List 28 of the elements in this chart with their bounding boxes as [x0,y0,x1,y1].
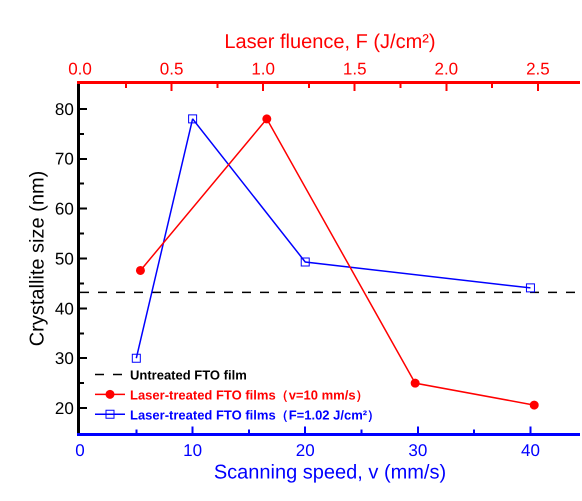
y-tick-label: 50 [54,249,74,268]
point [300,257,310,266]
y-axis-title: Crystallite size (nm) [26,170,48,346]
x-axis-title: Scanning speed, v (mm/s) [214,462,446,484]
x-tick-label: 10 [183,441,202,460]
x-tick-label: 30 [408,441,428,460]
point [188,114,198,124]
x-tick-label: 20 [296,441,315,460]
legend-label: Untreated FTO film [130,368,247,383]
y-tick-label: 40 [54,299,74,318]
x2-tick-label: 0.0 [68,59,92,78]
point [132,354,141,363]
x2-tick-label: 1.5 [342,59,367,78]
y-tick-label: 30 [54,349,74,368]
x2-tick-label: 1.0 [251,59,275,78]
x-tick-label: 40 [520,441,540,460]
y-tick-label: 80 [54,100,74,119]
x2-tick-label: 2.0 [434,59,458,78]
x2-axis-title: Laser fluence, F (J/cm²) [224,30,436,53]
y-tick-label: 60 [54,200,74,219]
y-tick-label: 70 [54,150,74,169]
legend-label: Laser-treated FTO films（F=1.02 J/cm²） [130,407,380,422]
x2-tick-label: 0.5 [160,59,184,78]
legend-label: Laser-treated FTO films（v=10 mm/s） [130,387,369,402]
point [526,283,535,292]
x-tick-label: 0 [75,441,85,460]
y-tick-label: 20 [54,399,74,418]
x2-tick-label: 2.5 [526,59,550,78]
